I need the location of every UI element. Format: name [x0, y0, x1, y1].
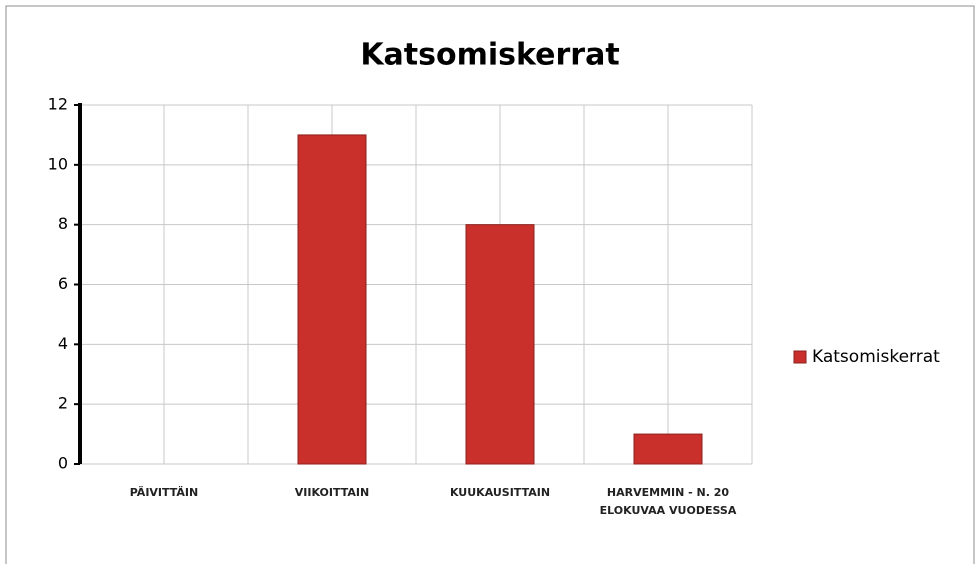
x-tick-label: KUUKAUSITTAIN — [449, 486, 551, 499]
x-tick-label: HARVEMMIN - N. 20 ELOKUVAA VUODESSA — [599, 486, 737, 517]
y-tick-label: 8 — [58, 214, 68, 233]
legend-swatch — [793, 350, 807, 364]
y-tick-label: 4 — [58, 334, 68, 353]
y-tick-label: 0 — [58, 454, 68, 473]
y-tick-label: 10 — [48, 154, 68, 173]
y-tick-label: 12 — [48, 95, 68, 114]
y-tick-label: 2 — [58, 394, 68, 413]
bar — [465, 224, 535, 465]
bar — [297, 134, 367, 465]
y-tick-label: 6 — [58, 274, 68, 293]
x-tick-label: VIIKOITTAIN — [294, 486, 370, 499]
chart-title: Katsomiskerrat — [360, 38, 619, 73]
x-tick-label: PÄIVITTÄIN — [129, 486, 199, 499]
legend-label: Katsomiskerrat — [812, 347, 940, 367]
bar — [633, 433, 703, 465]
